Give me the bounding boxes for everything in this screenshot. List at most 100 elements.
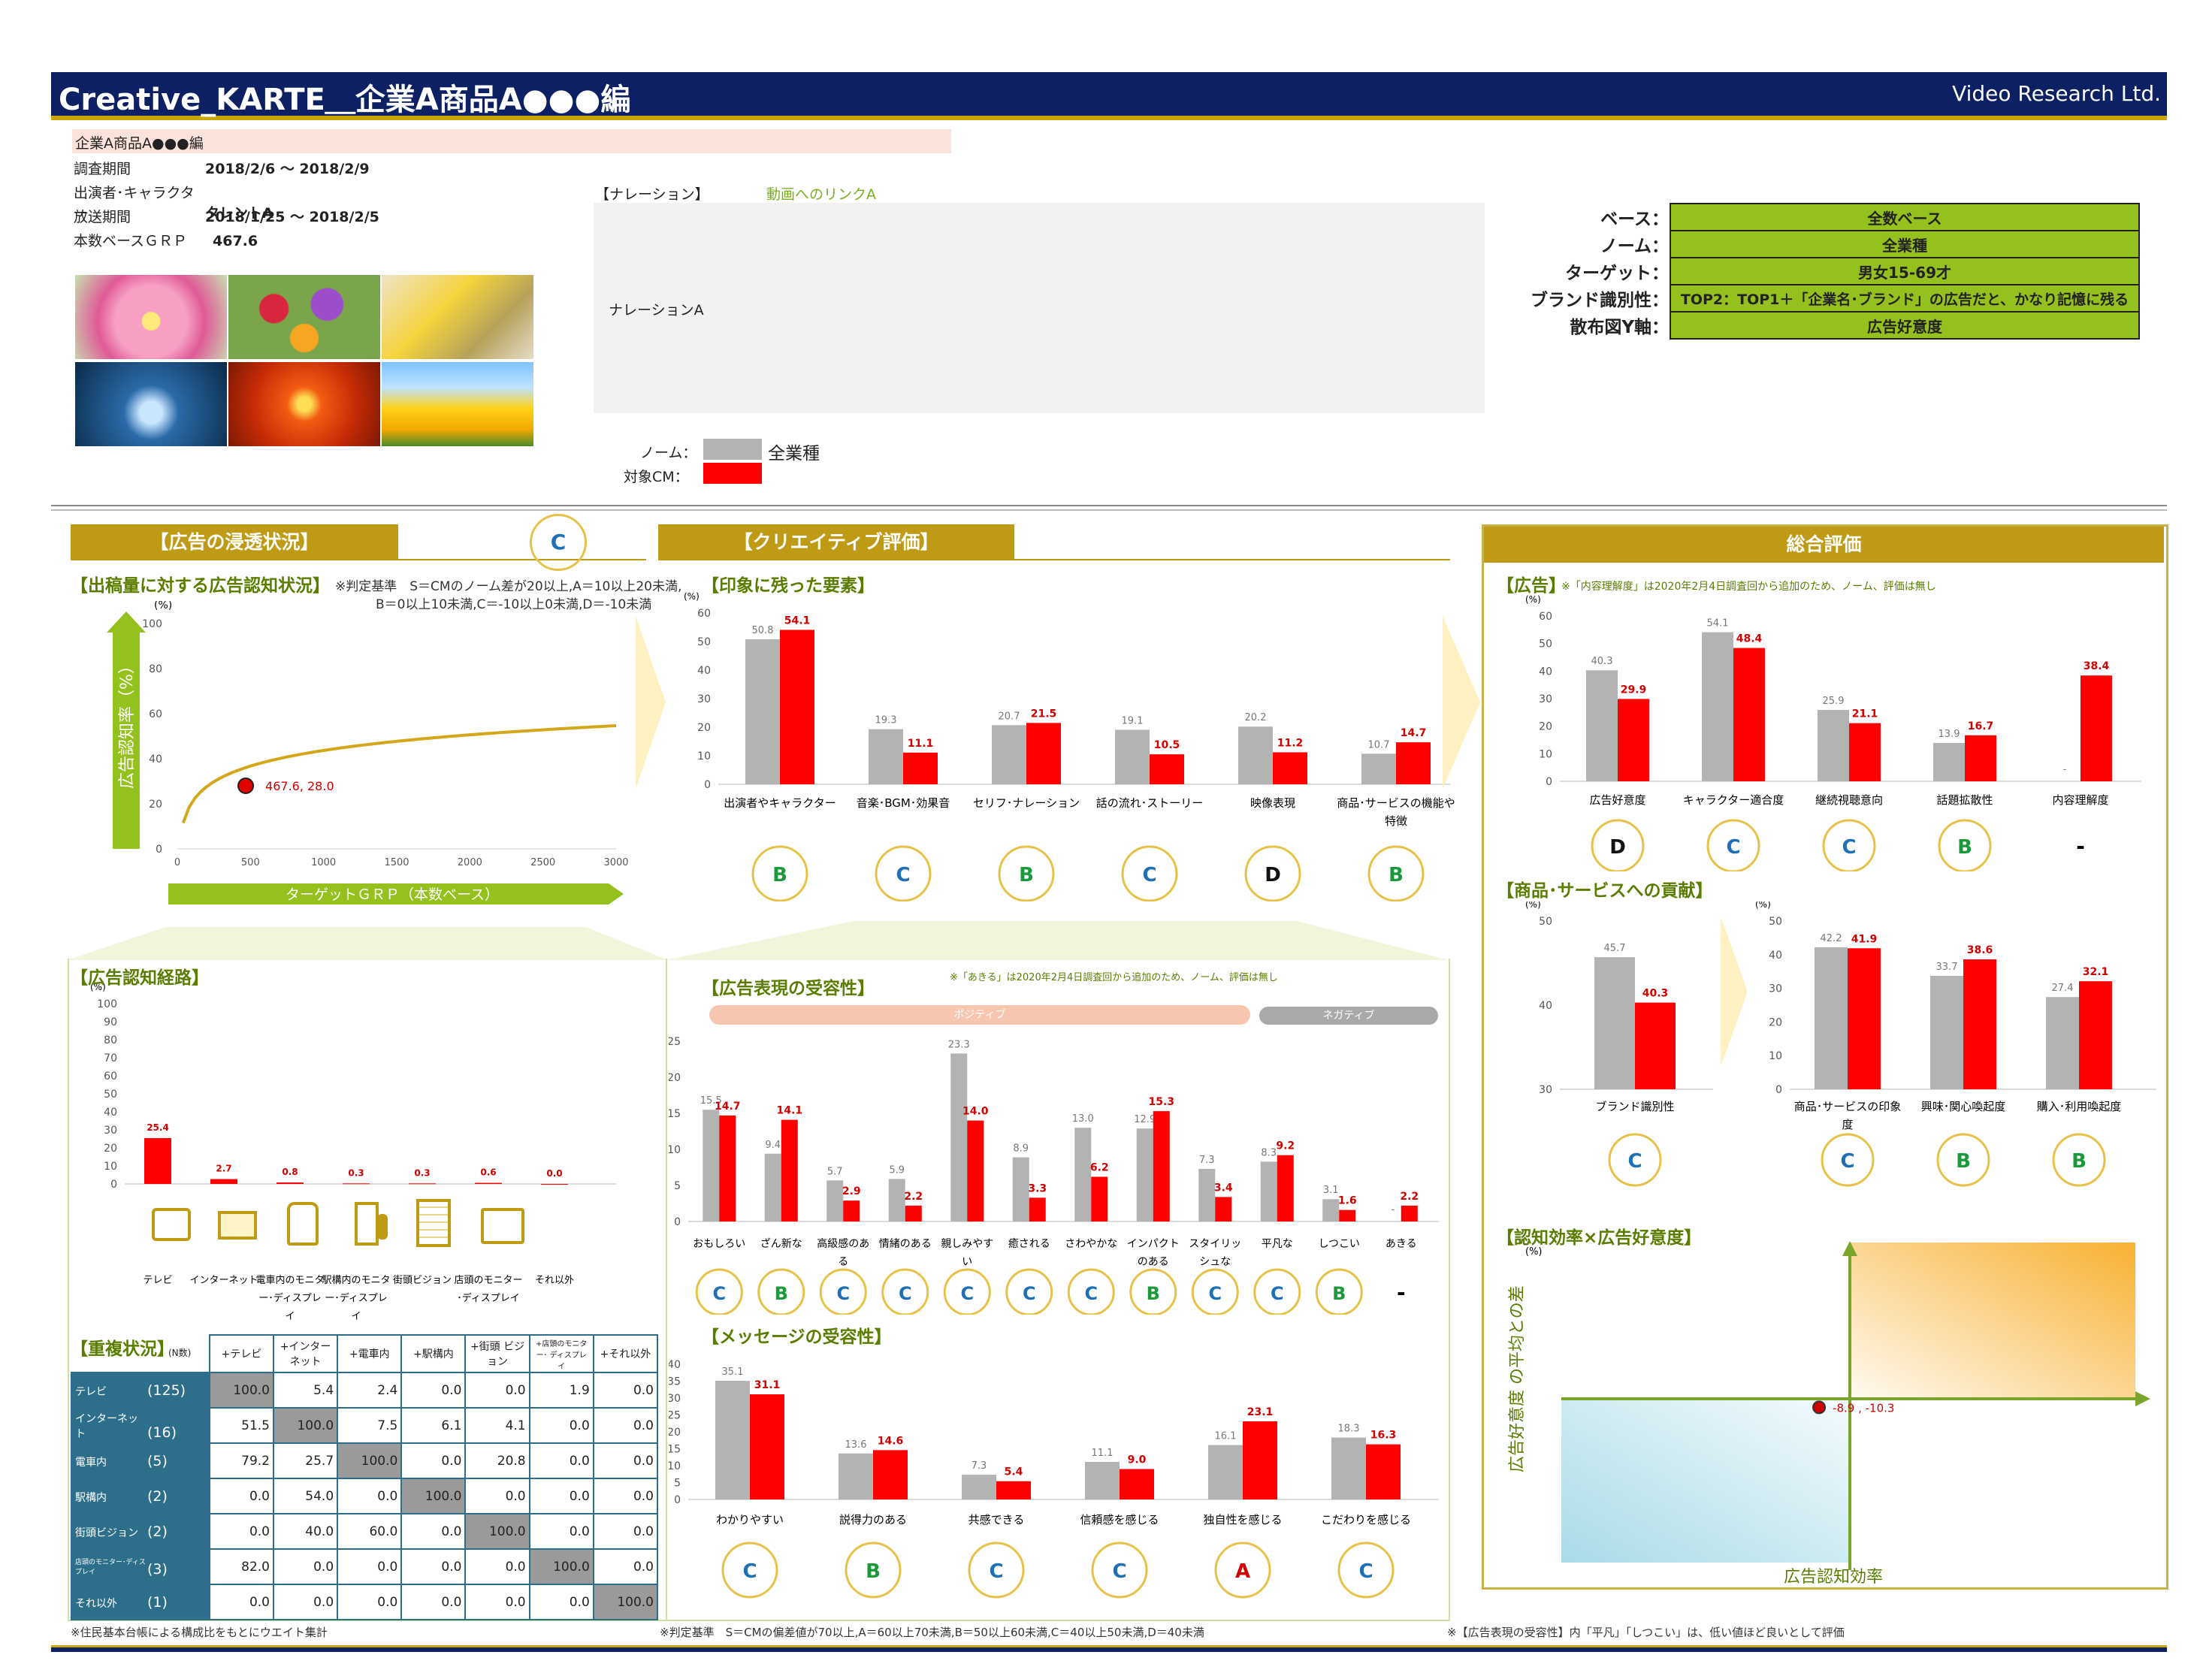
category-label: インパクト <box>1127 1238 1180 1250</box>
norm-value-label: - <box>2063 764 2067 775</box>
thumbnail-5[interactable] <box>228 362 380 446</box>
thumbnail-6[interactable] <box>382 362 533 446</box>
norm-bar <box>1933 743 1965 781</box>
message-chart: (%)051015202530354035.131.1わかりやすいC13.614… <box>669 1345 1439 1599</box>
thumbnail-2[interactable] <box>228 275 380 359</box>
category-label: 広告好意度 <box>1589 793 1645 807</box>
ylabel-arrow <box>107 612 146 633</box>
route-value-label: 2.7 <box>216 1164 231 1174</box>
grade-letter: B <box>1147 1283 1160 1304</box>
category-label: イ <box>285 1311 295 1322</box>
y-tick-label: 50 <box>697 636 711 648</box>
grade-circle <box>2052 1133 2106 1187</box>
y-tick-label: 0 <box>110 1179 117 1191</box>
table-cell: 100.0 <box>464 1513 530 1550</box>
target-bar <box>750 1394 784 1499</box>
grade-letter: C <box>989 1560 1003 1583</box>
penetration-grade: C <box>530 514 587 571</box>
cm-thumbnails[interactable] <box>75 275 533 448</box>
target-bar <box>1965 735 1996 781</box>
legend-target-label: 対象CM： <box>624 469 689 485</box>
y-tick-label: 20 <box>669 1072 681 1084</box>
table-row: インターネット (16) 51.5 100.0 7.5 6.1 4.1 0.0 0.0 <box>71 1407 659 1444</box>
overlap-footnote: ※住民基本台帳による構成比をもとにウエイト集計 <box>71 1626 328 1639</box>
grade-circle <box>1244 845 1301 901</box>
video-link[interactable]: 動画へのリンクA <box>766 186 876 203</box>
y-tick-label: 30 <box>1769 983 1782 995</box>
y-tick-label: 50 <box>1769 916 1782 928</box>
category-label: おもしろい <box>693 1238 745 1250</box>
overlap-col-header: +インター ネット <box>272 1334 339 1373</box>
target-bar <box>1339 1209 1356 1222</box>
penetration-tab: 【広告の浸透状況】 <box>71 524 398 560</box>
grade-circle <box>943 1268 991 1315</box>
overlap-col-header: +店頭のモニター･ ディスプレイ <box>528 1334 594 1373</box>
creative-tab-line <box>1014 559 1450 560</box>
norm-bar <box>869 729 903 784</box>
y-tick-label: 20 <box>104 1143 117 1155</box>
norm-value-label: 12.9 <box>1134 1114 1156 1125</box>
grade-circle <box>1067 1268 1115 1315</box>
norm-bar <box>992 725 1026 784</box>
target-bar <box>1091 1176 1108 1222</box>
narration-text: ナレーションA <box>609 302 704 319</box>
grade-letter: B <box>866 1560 881 1583</box>
base-label: ベース： <box>1600 210 1669 229</box>
grade-letter: C <box>1842 836 1856 859</box>
category-label: ブランド識別性 <box>1595 1100 1674 1113</box>
thumbnail-1[interactable] <box>75 275 227 359</box>
flow-arrow-1 <box>636 616 666 789</box>
row-name: テレビ <box>75 1385 107 1398</box>
grade-letter: A <box>1235 1560 1250 1583</box>
table-cell: 0.0 <box>208 1513 274 1550</box>
route-bar <box>475 1182 502 1184</box>
quadrant-upper-right <box>1850 1243 2135 1397</box>
row-n: (125) <box>147 1382 186 1399</box>
ad-subheading: 【広告】 <box>1497 576 1566 596</box>
row-name: それ以外 <box>75 1597 117 1610</box>
y-tick-label: 20 <box>1769 1016 1782 1028</box>
grade-circle <box>968 1542 1025 1599</box>
pct-unit: (%) <box>684 591 700 602</box>
table-cell: 0.0 <box>592 1548 659 1585</box>
negative-band: ネガティブ <box>1259 1007 1438 1025</box>
category-label: 話の流れ･ストーリー <box>1096 796 1204 810</box>
norm-value-label: 23.3 <box>948 1039 970 1050</box>
table-cell: 60.0 <box>337 1513 403 1550</box>
norm-bar <box>950 1053 968 1222</box>
grade-circle <box>1367 845 1425 901</box>
overlap-subheading: 【重複状況】 <box>71 1339 174 1359</box>
table-cell: 0.0 <box>592 1478 659 1514</box>
category-label: インターネット <box>189 1275 258 1286</box>
y-tick-label: 40 <box>669 1359 681 1371</box>
ylabel-band <box>113 633 140 849</box>
y-tick-label: 50 <box>1539 639 1552 651</box>
norm-value-label: - <box>1391 1204 1395 1215</box>
target-bar <box>2079 981 2112 1089</box>
thumbnail-4[interactable] <box>75 362 227 446</box>
route-value-label: 0.8 <box>282 1167 298 1177</box>
table-cell: 0.0 <box>464 1548 530 1585</box>
norm-value-label: 13.9 <box>1939 729 1960 740</box>
norm-value-label: 13.6 <box>845 1439 867 1451</box>
scatter-point-label: -8.9 , -10.3 <box>1833 1401 1894 1415</box>
legend-norm-value: 全業種 <box>768 444 820 464</box>
thumbnail-3[interactable] <box>382 275 533 359</box>
grade-circle <box>1121 845 1178 901</box>
category-label: 映像表現 <box>1250 796 1295 810</box>
target-value-label: 2.2 <box>904 1191 923 1203</box>
table-cell: 0.0 <box>400 1372 467 1409</box>
table-cell: 2.4 <box>337 1372 403 1409</box>
norm-bar <box>1702 632 1733 781</box>
y-tick-label: 60 <box>1539 611 1552 623</box>
target-bar <box>873 1450 908 1499</box>
table-cell: 82.0 <box>208 1548 274 1585</box>
x-tick-label: 3000 <box>603 857 628 868</box>
overlap-row-label: インターネット (16) <box>71 1407 210 1444</box>
y-tick-label: 5 <box>674 1180 681 1192</box>
table-row: 電車内 (5) 79.2 25.7 100.0 0.0 20.8 0.0 0.0 <box>71 1442 659 1479</box>
grade-circle <box>1936 1133 1990 1187</box>
norm-bar <box>764 1153 781 1222</box>
y-tick-label: 50 <box>1539 916 1552 928</box>
